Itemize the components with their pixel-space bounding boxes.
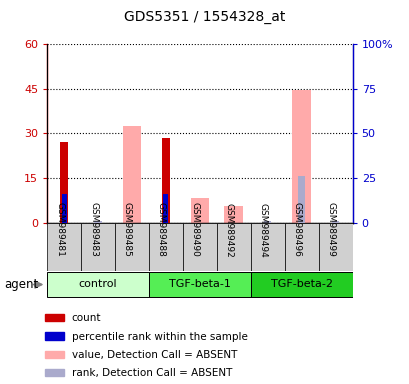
Text: count: count <box>72 313 101 323</box>
FancyBboxPatch shape <box>284 223 318 271</box>
Text: GSM989492: GSM989492 <box>224 202 233 257</box>
Text: TGF-beta-1: TGF-beta-1 <box>169 279 230 289</box>
Text: TGF-beta-2: TGF-beta-2 <box>270 279 332 289</box>
Text: percentile rank within the sample: percentile rank within the sample <box>72 332 247 342</box>
Text: GSM989496: GSM989496 <box>292 202 301 257</box>
FancyBboxPatch shape <box>47 272 148 296</box>
Bar <box>224 206 243 223</box>
FancyBboxPatch shape <box>250 272 352 296</box>
Text: GSM989499: GSM989499 <box>326 202 335 257</box>
Text: GSM989483: GSM989483 <box>89 202 98 257</box>
Text: control: control <box>79 279 117 289</box>
Bar <box>45 333 64 339</box>
Bar <box>122 126 141 223</box>
Bar <box>331 220 339 223</box>
FancyBboxPatch shape <box>148 272 250 296</box>
Text: GSM989481: GSM989481 <box>55 202 64 257</box>
Bar <box>45 351 64 358</box>
FancyBboxPatch shape <box>81 223 115 271</box>
FancyBboxPatch shape <box>216 223 250 271</box>
Text: GSM989490: GSM989490 <box>191 202 200 257</box>
Bar <box>45 314 64 321</box>
Bar <box>297 176 305 223</box>
Bar <box>263 221 271 223</box>
Text: GSM989494: GSM989494 <box>258 202 267 257</box>
Bar <box>60 142 67 223</box>
FancyBboxPatch shape <box>250 223 284 271</box>
Text: value, Detection Call = ABSENT: value, Detection Call = ABSENT <box>72 350 236 360</box>
FancyBboxPatch shape <box>318 223 352 271</box>
Text: agent: agent <box>4 278 38 291</box>
Text: rank, Detection Call = ABSENT: rank, Detection Call = ABSENT <box>72 368 231 378</box>
Bar <box>190 198 209 223</box>
Bar <box>162 138 169 223</box>
FancyBboxPatch shape <box>148 223 182 271</box>
Bar <box>163 194 168 223</box>
Text: GSM989485: GSM989485 <box>123 202 132 257</box>
Text: GDS5351 / 1554328_at: GDS5351 / 1554328_at <box>124 10 285 23</box>
FancyBboxPatch shape <box>115 223 148 271</box>
Bar <box>94 220 101 223</box>
FancyBboxPatch shape <box>47 223 81 271</box>
Bar <box>292 90 310 223</box>
Bar <box>45 369 64 376</box>
Bar <box>61 194 67 223</box>
Text: GSM989488: GSM989488 <box>157 202 166 257</box>
FancyBboxPatch shape <box>182 223 216 271</box>
